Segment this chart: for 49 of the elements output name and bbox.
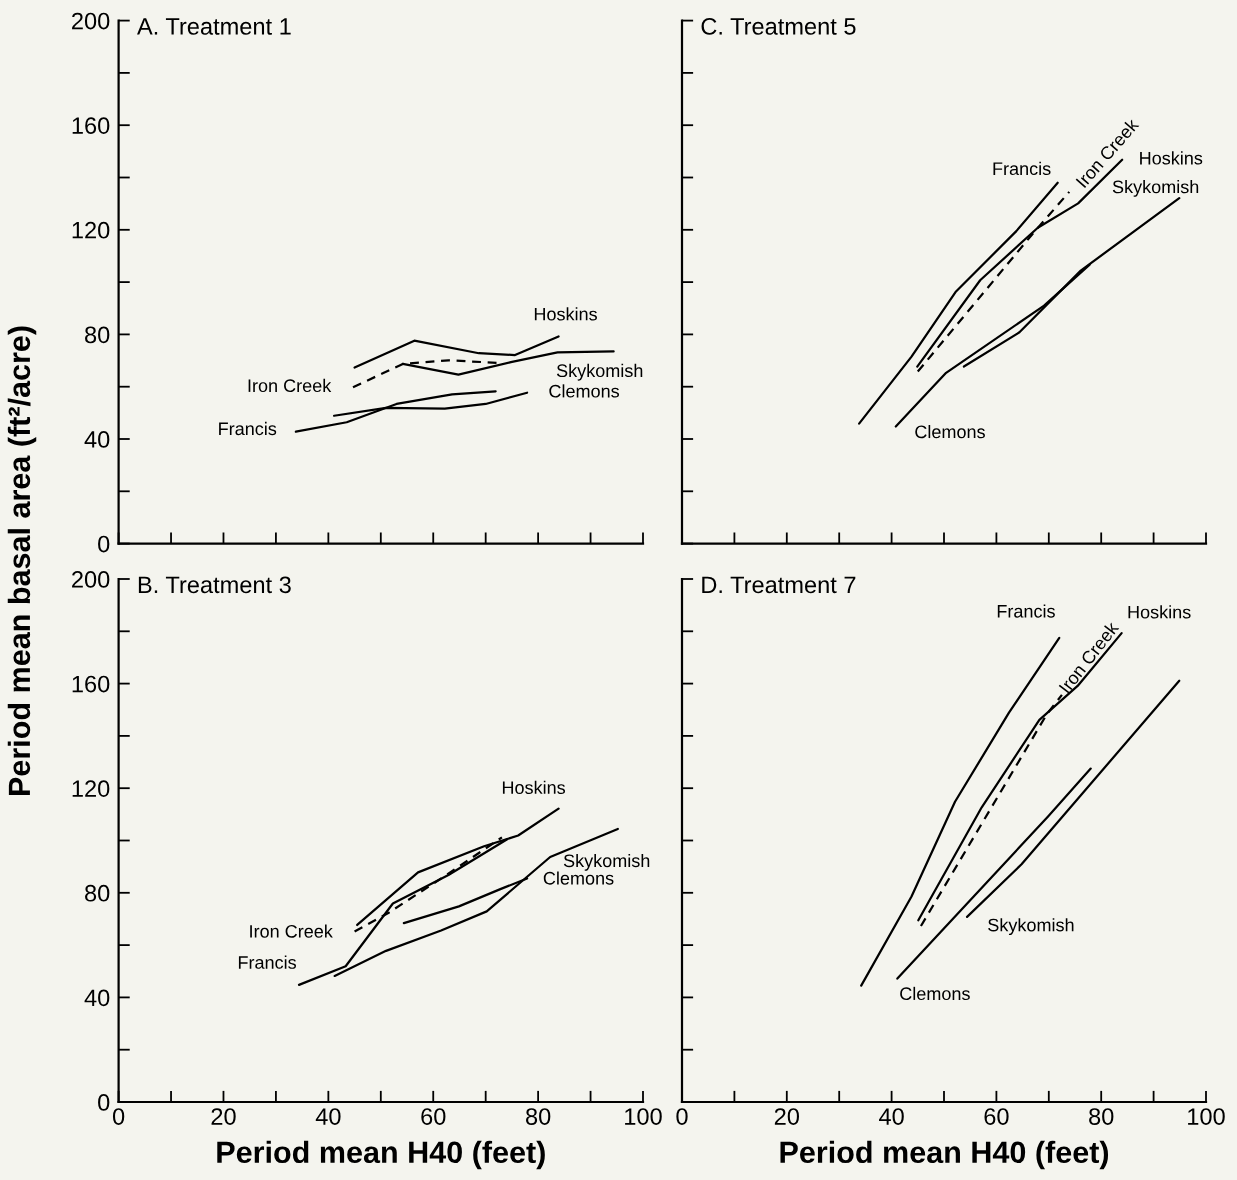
y-tick-label: 200 [72,12,110,30]
series-label: Francis [238,955,296,969]
x-tick-label: 100 [1188,1108,1225,1125]
chart-title: A. Treatment 1 [137,18,291,35]
y-tick-label: 160 [72,117,110,134]
series-label: Iron Creek [248,378,332,393]
y-tick-label: 120 [72,221,110,239]
chart-title: D. Treatment 7 [702,576,856,594]
series-label: Clemons [915,424,985,439]
series-label: Skykomish [556,363,643,381]
series-label: Francis [997,604,1055,618]
x-tick-label: 20 [211,1108,236,1125]
series-label: Skykomish [563,853,650,871]
y-tick-label: 160 [72,675,110,693]
chart-title: C. Treatment 5 [701,18,856,35]
x-tick-label: 40 [879,1108,904,1125]
x-tick-label: 60 [421,1108,446,1125]
y-axis-title: Period mean basal area (ft²/acre) [7,326,37,795]
x-tick-label: 80 [1089,1108,1114,1125]
series-label: Clemons [549,384,620,398]
x-tick-label: 60 [984,1108,1009,1125]
series-label: Clemons [900,986,970,1001]
series-label: Hoskins [502,780,566,794]
y-tick-label: 200 [72,571,110,588]
series-label: Skykomish [1112,180,1199,197]
x-axis-title: Period mean H40 (feet) [780,1140,1109,1170]
y-tick-label: 80 [85,884,110,902]
y-tick-label: 40 [84,431,110,448]
series-label: Iron Creek [250,924,333,938]
series-label: Hoskins [534,307,597,321]
series-label: Clemons [543,871,614,885]
x-tick-label: 40 [315,1108,341,1125]
series-label: Francis [219,421,277,436]
y-tick-label: 120 [72,780,110,797]
x-axis-title: Period mean H40 (feet) [217,1140,545,1170]
y-tick-label: 0 [98,1094,110,1111]
series-label: Skykomish [988,918,1074,935]
x-tick-label: 100 [625,1108,662,1125]
x-tick-label: 20 [774,1108,800,1125]
series-label: Hoskins [1128,605,1191,619]
x-tick-label: 0 [676,1108,688,1125]
x-tick-label: 0 [112,1108,125,1125]
y-tick-label: 80 [85,326,110,344]
series-label: Hoskins [1140,151,1203,165]
series-label: Francis [993,161,1051,176]
x-tick-label: 80 [526,1108,551,1125]
chart-title: B. Treatment 3 [138,576,291,594]
y-tick-label: 40 [84,989,110,1007]
y-tick-label: 0 [98,535,110,553]
